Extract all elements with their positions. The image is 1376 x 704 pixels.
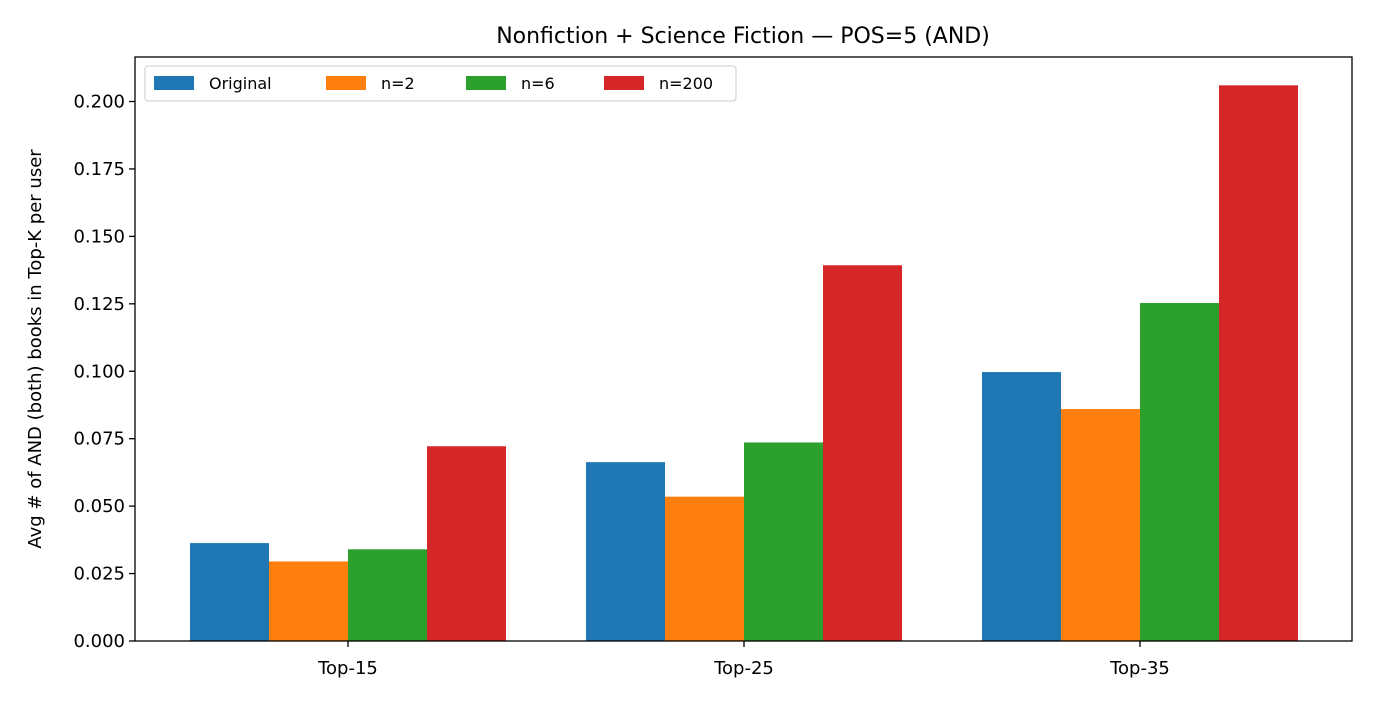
y-axis-label: Avg # of AND (both) books in Top-K per u… [25, 149, 46, 549]
y-tick-label: 0.050 [73, 496, 125, 517]
x-tick-label: Top-25 [713, 658, 774, 679]
legend-box [144, 65, 737, 102]
bar-n-2-top-35 [1061, 409, 1140, 641]
y-tick-label: 0.200 [73, 92, 125, 113]
y-tick-label: 0.175 [73, 159, 125, 180]
y-tick-label: 0.025 [73, 564, 125, 585]
bar-n-2-top-25 [665, 496, 744, 641]
legend-swatch-n-6 [466, 76, 506, 90]
bar-n-6-top-35 [1140, 303, 1219, 641]
x-tick-label: Top-15 [317, 658, 378, 679]
x-axis: Top-15 Top-25 Top-35 [317, 641, 1170, 679]
bar-original-top-25 [586, 462, 665, 641]
bars-group [190, 85, 1298, 642]
bar-n-200-top-15 [427, 446, 506, 641]
legend-label: n=2 [381, 74, 415, 93]
legend-label: n=6 [521, 74, 555, 93]
plot-frame [134, 56, 1353, 642]
y-tick-label: 0.000 [73, 631, 125, 652]
bar-original-top-15 [190, 543, 269, 641]
bar-n-6-top-15 [348, 549, 427, 641]
y-tick-label: 0.075 [73, 429, 125, 450]
bar-n-2-top-15 [269, 561, 348, 641]
y-tick-label: 0.100 [73, 361, 125, 382]
bar-original-top-35 [982, 372, 1061, 641]
legend-label: n=200 [659, 74, 713, 93]
bar-n-200-top-25 [823, 265, 902, 641]
legend-label: Original [209, 74, 272, 93]
x-tick-label: Top-35 [1109, 658, 1170, 679]
bar-n-200-top-35 [1219, 85, 1298, 642]
legend-swatch-n-2 [326, 76, 366, 90]
legend-swatch-original [154, 76, 194, 90]
y-axis: 0.000 0.025 0.050 0.075 0.100 0.125 0.150 0.175… [73, 92, 135, 652]
chart-title: Nonfiction + Science Fiction — POS=5 (AN… [496, 24, 990, 49]
legend: Original n=2 n=6 n=200 [144, 65, 737, 102]
y-tick-label: 0.125 [73, 294, 125, 315]
y-tick-label: 0.150 [73, 226, 125, 247]
bar-n-6-top-25 [744, 442, 823, 641]
legend-swatch-n-200 [604, 76, 644, 90]
